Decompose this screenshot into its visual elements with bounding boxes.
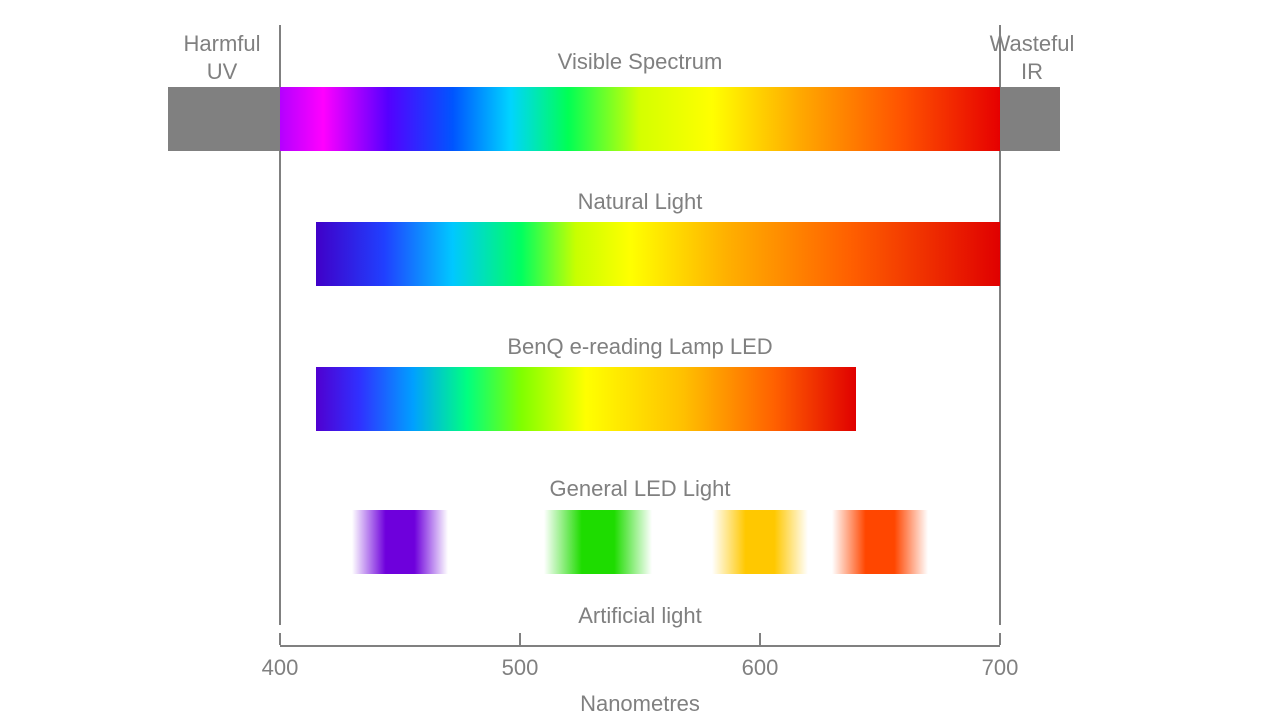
bar-visible-spectrum <box>280 87 1000 151</box>
x-tick-600 <box>759 633 761 645</box>
label-benq: BenQ e-reading Lamp LED <box>507 333 772 361</box>
bar-benq-led <box>316 367 856 431</box>
x-tick-label-400: 400 <box>262 655 299 681</box>
label-uv: Harmful UV <box>183 30 260 85</box>
x-tick-700 <box>999 633 1001 645</box>
bar-general-led-band-3 <box>832 510 928 574</box>
label-natural: Natural Light <box>578 188 703 216</box>
bar-general-led-band-2 <box>712 510 808 574</box>
uv-block <box>168 87 280 151</box>
x-tick-500 <box>519 633 521 645</box>
x-tick-label-500: 500 <box>502 655 539 681</box>
label-ir: Wasteful IR <box>990 30 1075 85</box>
ir-block <box>1000 87 1060 151</box>
x-tick-400 <box>279 633 281 645</box>
bar-general-led-band-1 <box>544 510 652 574</box>
bar-general-led-band-0 <box>352 510 448 574</box>
label-visible: Visible Spectrum <box>558 48 723 76</box>
x-tick-label-600: 600 <box>742 655 779 681</box>
label-general: General LED Light <box>550 475 731 503</box>
x-axis-line <box>280 645 1000 647</box>
x-axis-unit-label: Nanometres <box>580 690 700 718</box>
x-tick-label-700: 700 <box>982 655 1019 681</box>
bar-natural-light <box>316 222 1000 286</box>
label-artificial: Artificial light <box>578 602 701 630</box>
